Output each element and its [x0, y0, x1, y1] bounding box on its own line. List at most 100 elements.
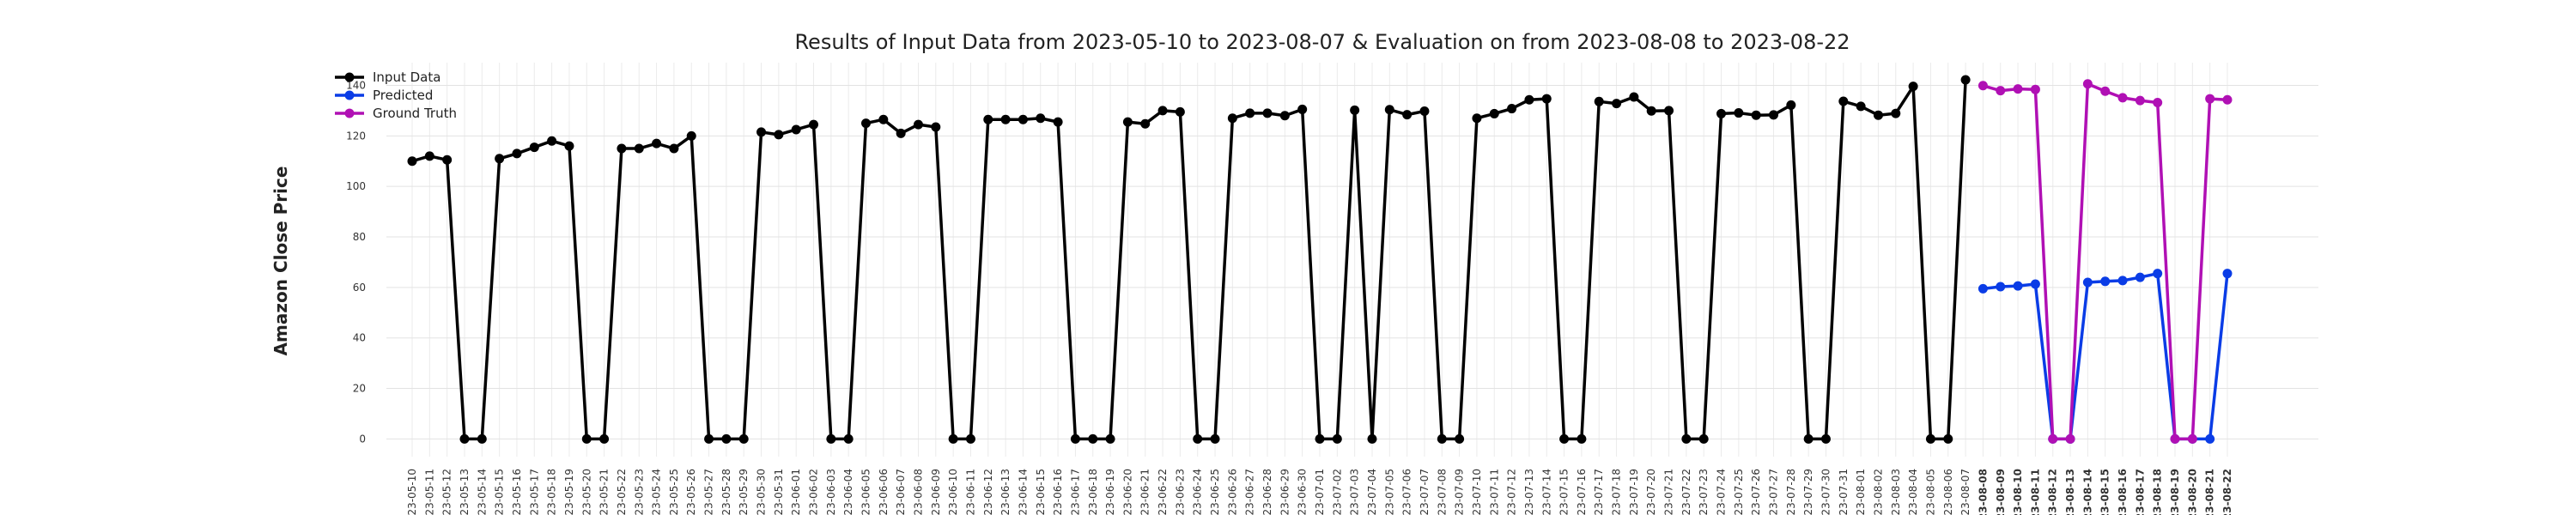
x-tick-label: 2023-06-16: [1052, 469, 1064, 515]
point: [1803, 433, 1814, 444]
y-tick-label: 20: [353, 383, 366, 395]
x-tick-label: 2023-05-19: [563, 469, 575, 515]
x-tick-label: 2023-05-20: [580, 469, 592, 515]
point: [1943, 433, 1953, 444]
point: [2117, 93, 2128, 103]
point: [1279, 111, 1290, 121]
x-tick-label: 2023-06-30: [1297, 469, 1309, 515]
x-tick-label: 2023-08-06: [1942, 469, 1954, 515]
plot-area: [386, 63, 2318, 457]
legend-label: Predicted: [373, 88, 433, 103]
legend-label: Input Data: [373, 70, 440, 85]
point: [1000, 114, 1011, 124]
point: [2048, 433, 2058, 444]
point: [1559, 433, 1570, 444]
point: [424, 151, 434, 161]
x-tick-label: 2023-08-10: [2012, 469, 2024, 515]
point: [564, 141, 574, 151]
point: [2170, 433, 2180, 444]
point: [1384, 105, 1394, 115]
point: [1960, 75, 1971, 85]
point: [2100, 276, 2111, 287]
point: [1088, 433, 1098, 444]
x-tick-label: 2023-06-15: [1035, 469, 1047, 515]
point: [948, 433, 958, 444]
point: [1925, 433, 1935, 444]
point: [913, 119, 923, 130]
legend-marker: [344, 90, 355, 100]
point: [1332, 433, 1342, 444]
point: [1978, 283, 1988, 294]
x-tick-label: 2023-06-13: [999, 469, 1012, 515]
x-tick-label: 2023-07-11: [1488, 469, 1500, 515]
point: [1908, 82, 1918, 92]
point: [1315, 433, 1325, 444]
point: [1681, 433, 1692, 444]
point: [2153, 97, 2163, 107]
x-tick-label: 2023-07-29: [1802, 469, 1814, 515]
x-tick-label: 2023-08-20: [2186, 469, 2198, 515]
x-tick-label: 2023-07-16: [1576, 469, 1588, 515]
point: [512, 148, 522, 159]
x-tick-label: 2023-07-27: [1768, 469, 1780, 515]
point: [1297, 104, 1308, 114]
y-axis-label: Amazon Close Price: [270, 167, 291, 356]
x-tick-label: 2023-07-19: [1628, 469, 1640, 515]
point: [1437, 433, 1447, 444]
point: [965, 433, 975, 444]
x-tick-label: 2023-05-17: [528, 469, 540, 515]
point: [652, 138, 662, 148]
point: [791, 124, 801, 135]
y-tick-label: 80: [353, 231, 366, 243]
x-tick-label: 2023-06-20: [1121, 469, 1133, 515]
x-tick-label: 2023-06-14: [1017, 469, 1029, 515]
point: [1419, 106, 1430, 116]
x-tick-label: 2023-07-31: [1838, 469, 1850, 515]
point: [1489, 108, 1499, 118]
point: [2082, 277, 2093, 288]
point: [1716, 108, 1727, 118]
point: [2222, 269, 2233, 279]
x-tick-label: 2023-05-10: [406, 469, 418, 515]
x-tick-label: 2023-05-26: [685, 469, 697, 515]
x-tick-label: 2023-06-12: [982, 469, 994, 515]
x-tick-label: 2023-07-23: [1698, 469, 1710, 515]
point: [459, 433, 470, 444]
x-tick-label: 2023-07-06: [1401, 469, 1413, 515]
point: [1507, 104, 1517, 114]
x-tick-label: 2023-08-05: [1924, 469, 1936, 515]
point: [2082, 79, 2093, 89]
point: [599, 433, 610, 444]
point: [2222, 94, 2233, 105]
point: [1541, 94, 1552, 104]
point: [1210, 433, 1220, 444]
point: [1036, 113, 1046, 124]
y-tick-label: 40: [353, 332, 366, 344]
point: [442, 154, 453, 165]
point: [1577, 433, 1587, 444]
x-tick-label: 2023-08-02: [1872, 469, 1884, 515]
point: [1122, 117, 1133, 127]
x-tick-label: 2023-07-24: [1716, 469, 1728, 515]
x-tick-label: 2023-05-16: [511, 469, 523, 515]
point: [2065, 433, 2075, 444]
x-tick-label: 2023-05-25: [668, 469, 680, 515]
x-tick-label: 2023-08-16: [2117, 469, 2129, 515]
point: [2013, 84, 2023, 94]
x-tick-label: 2023-08-13: [2064, 469, 2076, 515]
x-tick-label: 2023-08-15: [2099, 469, 2111, 515]
point: [1612, 99, 1622, 109]
point: [1455, 433, 1465, 444]
point: [1105, 433, 1115, 444]
point: [669, 143, 679, 154]
x-tick-label: 2023-07-05: [1383, 469, 1395, 515]
x-tick-label: 2023-06-27: [1244, 469, 1256, 515]
point: [2205, 433, 2215, 444]
legend-marker: [344, 108, 355, 118]
point: [1018, 114, 1028, 124]
x-tick-label: 2023-06-03: [825, 469, 837, 515]
x-tick-label: 2023-07-28: [1785, 469, 1797, 515]
x-tick-label: 2023-05-21: [598, 469, 611, 515]
